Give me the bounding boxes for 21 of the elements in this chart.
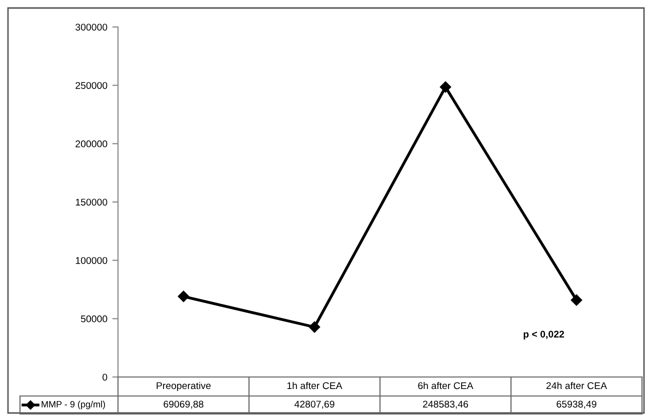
point: [440, 81, 452, 93]
data-label: 69069,88: [164, 400, 204, 409]
y-tick-label: 250000: [76, 82, 108, 89]
y-tick-label: 0: [102, 374, 108, 381]
legend-label: MMP - 9 (pg/ml): [42, 400, 105, 410]
y-tick-label: 100000: [76, 257, 108, 264]
x-tick-label: 1h after CEA: [287, 382, 342, 390]
annotation: p < 0,022: [524, 330, 564, 340]
data-label: 65938,49: [556, 400, 596, 409]
point: [308, 321, 320, 333]
point: [178, 290, 190, 302]
data-label: 42807,69: [294, 400, 334, 409]
x-tick-label: 6h after CEA: [418, 382, 474, 390]
y-tick-label: 50000: [80, 315, 108, 322]
x-tick-label: Preoperative: [156, 382, 211, 392]
y-tick-label: 300000: [76, 24, 108, 31]
data-label: 248583,46: [423, 400, 468, 409]
y-tick-label: 150000: [76, 198, 108, 206]
y-tick-label: 200000: [76, 140, 108, 148]
x-tick-label: 24h after CEA: [546, 382, 608, 390]
point: [570, 294, 582, 306]
